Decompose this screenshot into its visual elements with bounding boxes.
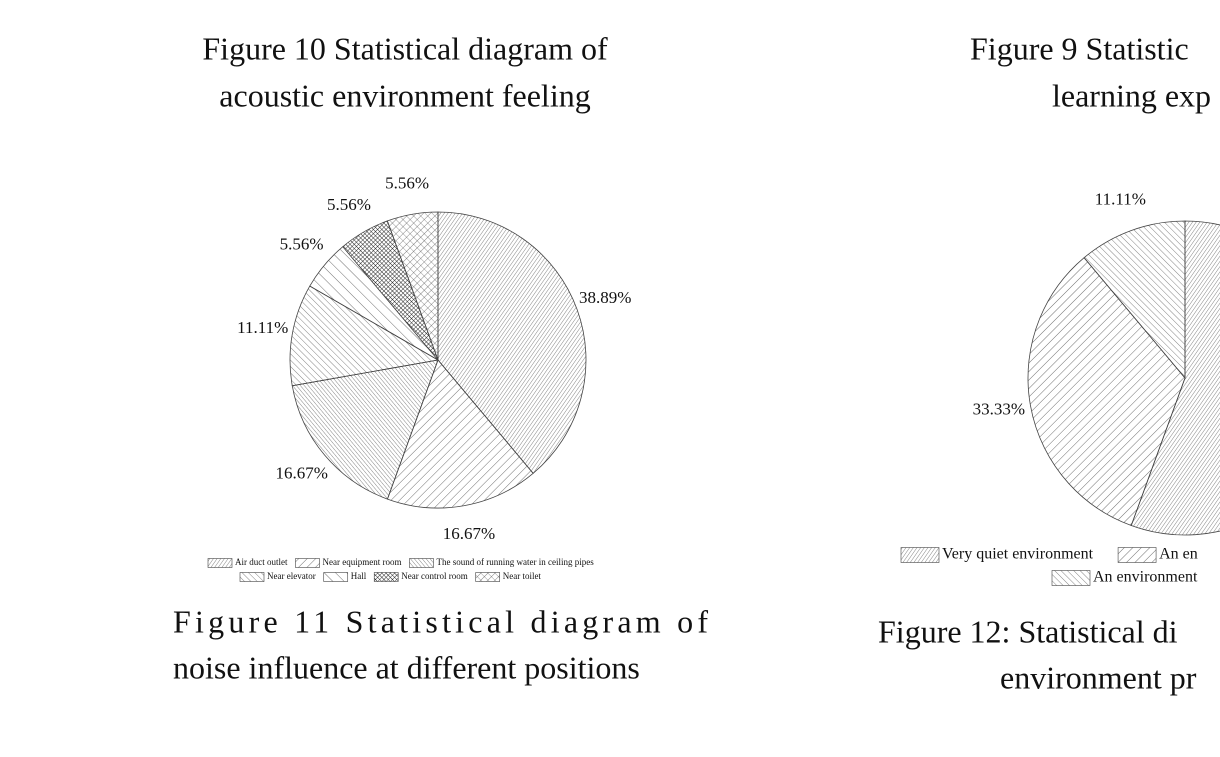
pie-slice bbox=[437, 211, 587, 474]
value-label: 5.56% bbox=[385, 174, 429, 193]
legend-swatch bbox=[900, 547, 940, 563]
caption: learning exp bbox=[1052, 77, 1211, 113]
value-label: 38.89% bbox=[579, 288, 631, 307]
caption: acoustic environment feeling bbox=[219, 77, 590, 113]
legend-swatch bbox=[323, 572, 349, 582]
legend-swatch bbox=[475, 572, 501, 582]
pie-slice bbox=[386, 359, 534, 509]
legend-swatch bbox=[239, 572, 265, 582]
legend-label: An environment bbox=[1093, 569, 1198, 586]
caption: noise influence at different positions bbox=[173, 649, 640, 685]
caption: environment pr bbox=[1000, 659, 1197, 695]
legend-label: Near control room bbox=[401, 571, 467, 581]
pie-slice bbox=[1083, 220, 1186, 380]
value-label: 16.67% bbox=[275, 463, 327, 482]
legend-label: Near equipment room bbox=[323, 557, 402, 567]
caption: Figure 10 Statistical diagram of bbox=[202, 30, 608, 66]
pie-slice bbox=[291, 359, 439, 500]
value-label: 11.11% bbox=[237, 318, 288, 337]
caption: Figure 9 Statistic bbox=[970, 30, 1189, 66]
caption: Figure 12: Statistical di bbox=[878, 613, 1178, 649]
legend-swatch bbox=[1051, 570, 1091, 586]
pie-slice bbox=[1130, 220, 1220, 536]
legend-swatch bbox=[373, 572, 399, 582]
pie-slice bbox=[386, 211, 439, 361]
legend-swatch bbox=[1117, 547, 1157, 563]
legend-label: The sound of running water in ceiling pi… bbox=[436, 557, 594, 567]
legend-swatch bbox=[295, 558, 320, 568]
value-label: 5.56% bbox=[280, 235, 324, 254]
value-label: 33.33% bbox=[973, 400, 1025, 419]
legend-label: Very quiet environment bbox=[942, 546, 1094, 563]
pie-slice bbox=[1027, 257, 1186, 527]
legend-swatch bbox=[207, 558, 233, 568]
value-label: 11.11% bbox=[1095, 189, 1146, 208]
legend-label: An en bbox=[1159, 546, 1198, 563]
legend-label: Hall bbox=[351, 571, 367, 581]
value-label: 16.67% bbox=[443, 524, 495, 543]
pie-slice bbox=[289, 285, 440, 387]
legend-swatch bbox=[409, 558, 434, 568]
legend-label: Near toilet bbox=[503, 571, 542, 581]
caption: Figure 11 Statistical diagram of bbox=[173, 603, 708, 639]
value-label: 5.56% bbox=[327, 195, 371, 214]
legend-label: Near elevator bbox=[267, 571, 316, 581]
legend-label: Air duct outlet bbox=[235, 557, 288, 567]
